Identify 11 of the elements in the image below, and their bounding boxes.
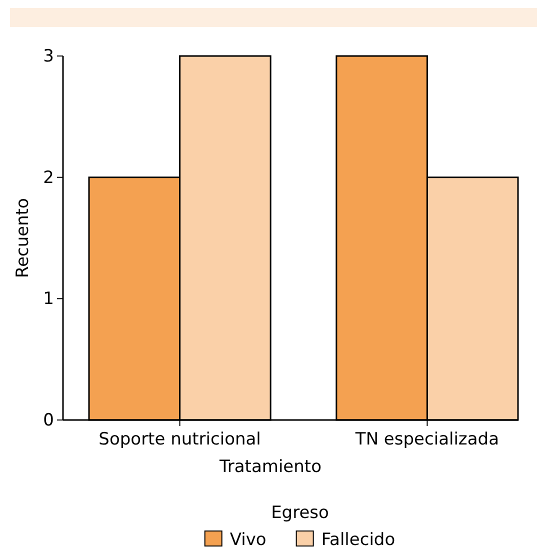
y-axis-title: Recuento: [13, 198, 33, 278]
legend-title: Egreso: [271, 503, 329, 523]
x-axis-title: Tratamiento: [218, 457, 322, 477]
legend-label: Fallecido: [321, 530, 396, 548]
x-tick-label: TN especializada: [354, 429, 499, 450]
y-tick-label: 0: [43, 410, 54, 430]
y-tick-label: 2: [43, 168, 54, 188]
y-tick-label: 1: [43, 289, 54, 310]
x-tick-label: Soporte nutricional: [98, 429, 261, 450]
y-tick-label: 3: [43, 46, 54, 66]
legend-label: Vivo: [230, 530, 266, 548]
